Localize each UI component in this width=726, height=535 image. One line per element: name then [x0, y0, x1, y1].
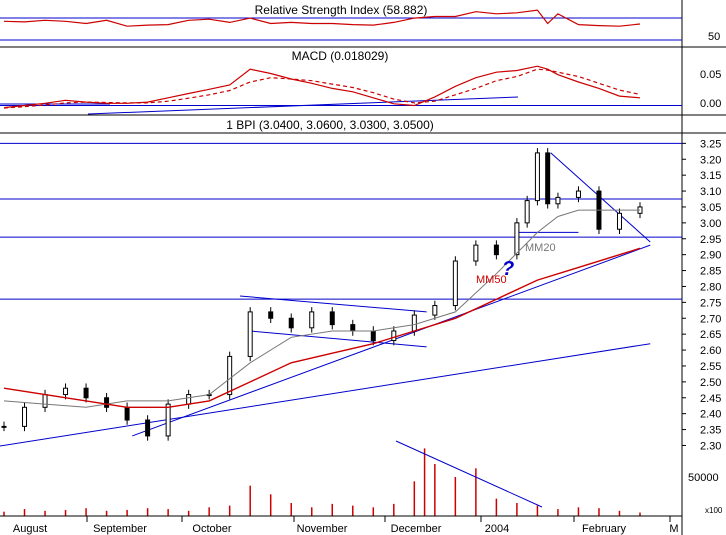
price-tick-label: 3.15 — [700, 170, 721, 182]
candle-body — [411, 314, 417, 332]
x-tick-label: 2004 — [485, 523, 509, 535]
candle-body — [514, 222, 520, 256]
candle-body — [1, 425, 7, 428]
price-tick-label: 2.95 — [700, 234, 721, 246]
candle-body — [124, 406, 130, 421]
question-mark-annotation: ? — [502, 258, 514, 280]
price-tick-label: 2.50 — [700, 377, 721, 389]
overlay-mm20 — [3, 209, 640, 408]
candle-body — [370, 330, 376, 342]
price-tick-label: 2.35 — [700, 425, 721, 437]
price-trendline — [0, 343, 651, 447]
candle-body — [63, 387, 69, 396]
price-tick-label: 2.90 — [700, 250, 721, 262]
macd-trendline — [87, 96, 519, 115]
x-axis: August September October November December 20… — [0, 515, 682, 535]
candle-body — [493, 244, 499, 256]
price-tick-label: 2.55 — [700, 361, 721, 373]
candle-body — [555, 196, 561, 205]
candle-body — [545, 152, 551, 205]
candle-body — [473, 244, 479, 262]
candle-body — [309, 311, 315, 329]
price-tick-label: 3.05 — [700, 202, 721, 214]
macd-signal-line — [3, 68, 641, 109]
price-tick-label: 3.00 — [700, 218, 721, 230]
x-tick-label: October — [192, 523, 231, 535]
price-panel: 1 BPI (3.0400, 3.0600, 3.0300, 3.0500) M… — [0, 118, 726, 452]
candle-body — [145, 419, 151, 437]
candle-body — [616, 212, 622, 230]
overlay-label-mm20: MM20 — [525, 242, 556, 254]
price-tick-label: 2.40 — [700, 409, 721, 421]
macd-line — [3, 65, 641, 109]
overlay-mm50 — [3, 247, 641, 408]
candle-body — [575, 190, 581, 198]
macd-tick-000: 0.00 — [700, 98, 721, 110]
x-tick-label: December — [391, 523, 442, 535]
price-tick-label: 2.80 — [700, 281, 721, 293]
macd-panel: MACD (0.018029) 0.05 0.00 — [0, 49, 726, 116]
volume-unit-label: x100 — [705, 506, 723, 515]
price-tick-label: 3.25 — [700, 138, 721, 150]
volume-trendline — [395, 440, 543, 508]
price-tick-label: 2.45 — [700, 393, 721, 405]
candle-body — [534, 152, 540, 202]
x-tick-label: February — [582, 523, 627, 535]
candle-body — [104, 397, 110, 408]
x-tick-label: September — [93, 523, 147, 535]
candle-body — [186, 394, 192, 405]
x-tick-label: August — [13, 523, 47, 535]
price-tick-label: 2.85 — [700, 266, 721, 278]
price-trendline — [239, 295, 427, 313]
price-tick-label: 2.70 — [700, 313, 721, 325]
candle-body — [22, 406, 28, 427]
candle-body — [391, 330, 397, 342]
candle-body — [329, 311, 335, 326]
candle-body — [288, 317, 294, 329]
candle-body — [42, 394, 48, 408]
candle-body — [524, 200, 530, 224]
x-tick-label: M — [669, 523, 678, 535]
candle-body — [83, 387, 89, 399]
rsi-tick-50: 50 — [708, 31, 720, 43]
macd-tick-005: 0.05 — [700, 69, 721, 81]
price-trendline — [132, 244, 651, 437]
candle-body — [452, 260, 458, 307]
price-trendline — [250, 330, 427, 348]
candle-body — [432, 305, 438, 316]
price-tick-label: 2.60 — [700, 345, 721, 357]
macd-title: MACD (0.018029) — [292, 49, 389, 63]
candle-body — [350, 324, 356, 332]
x-tick-label: November — [297, 523, 348, 535]
volume-tick-50000: 50000 — [688, 472, 719, 484]
price-title: 1 BPI (3.0400, 3.0600, 3.0300, 3.0500) — [226, 118, 434, 132]
rsi-title: Relative Strength Index (58.882) — [255, 3, 428, 17]
price-tick-label: 3.10 — [700, 186, 721, 198]
candle-body — [247, 311, 253, 357]
candle-body — [268, 311, 274, 319]
price-tick-label: 3.20 — [700, 154, 721, 166]
price-tick-label: 2.75 — [700, 297, 721, 309]
candle-body — [227, 355, 233, 396]
price-tick-label: 2.30 — [700, 440, 721, 452]
overlay-label-mm50: MM50 — [476, 274, 507, 286]
candle-body — [165, 403, 171, 437]
price-tick-label: 2.65 — [700, 329, 721, 341]
rsi-series-line — [3, 9, 641, 27]
